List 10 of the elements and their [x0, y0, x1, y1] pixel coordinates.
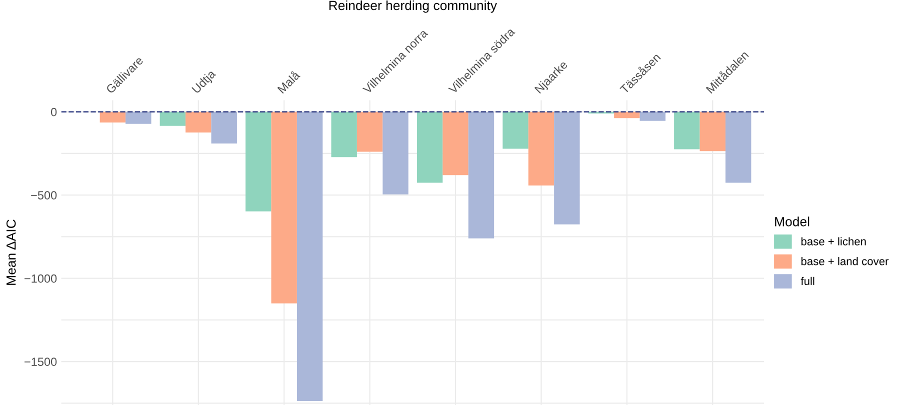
legend-title: Model [775, 216, 810, 226]
legend-label: full [800, 276, 814, 286]
y-tick-label: −500 [31, 191, 57, 200]
x-axis-title: Reindeer herding community [329, 0, 497, 13]
y-tick-label: 0 [50, 108, 57, 116]
legend-label: base + lichen [801, 237, 866, 246]
y-axis-title: Mean ΔAIC [6, 220, 16, 285]
legend-label: base + land cover [801, 257, 889, 266]
y-tick-label: −1500 [24, 358, 57, 366]
y-tick-label: −1000 [24, 274, 57, 283]
